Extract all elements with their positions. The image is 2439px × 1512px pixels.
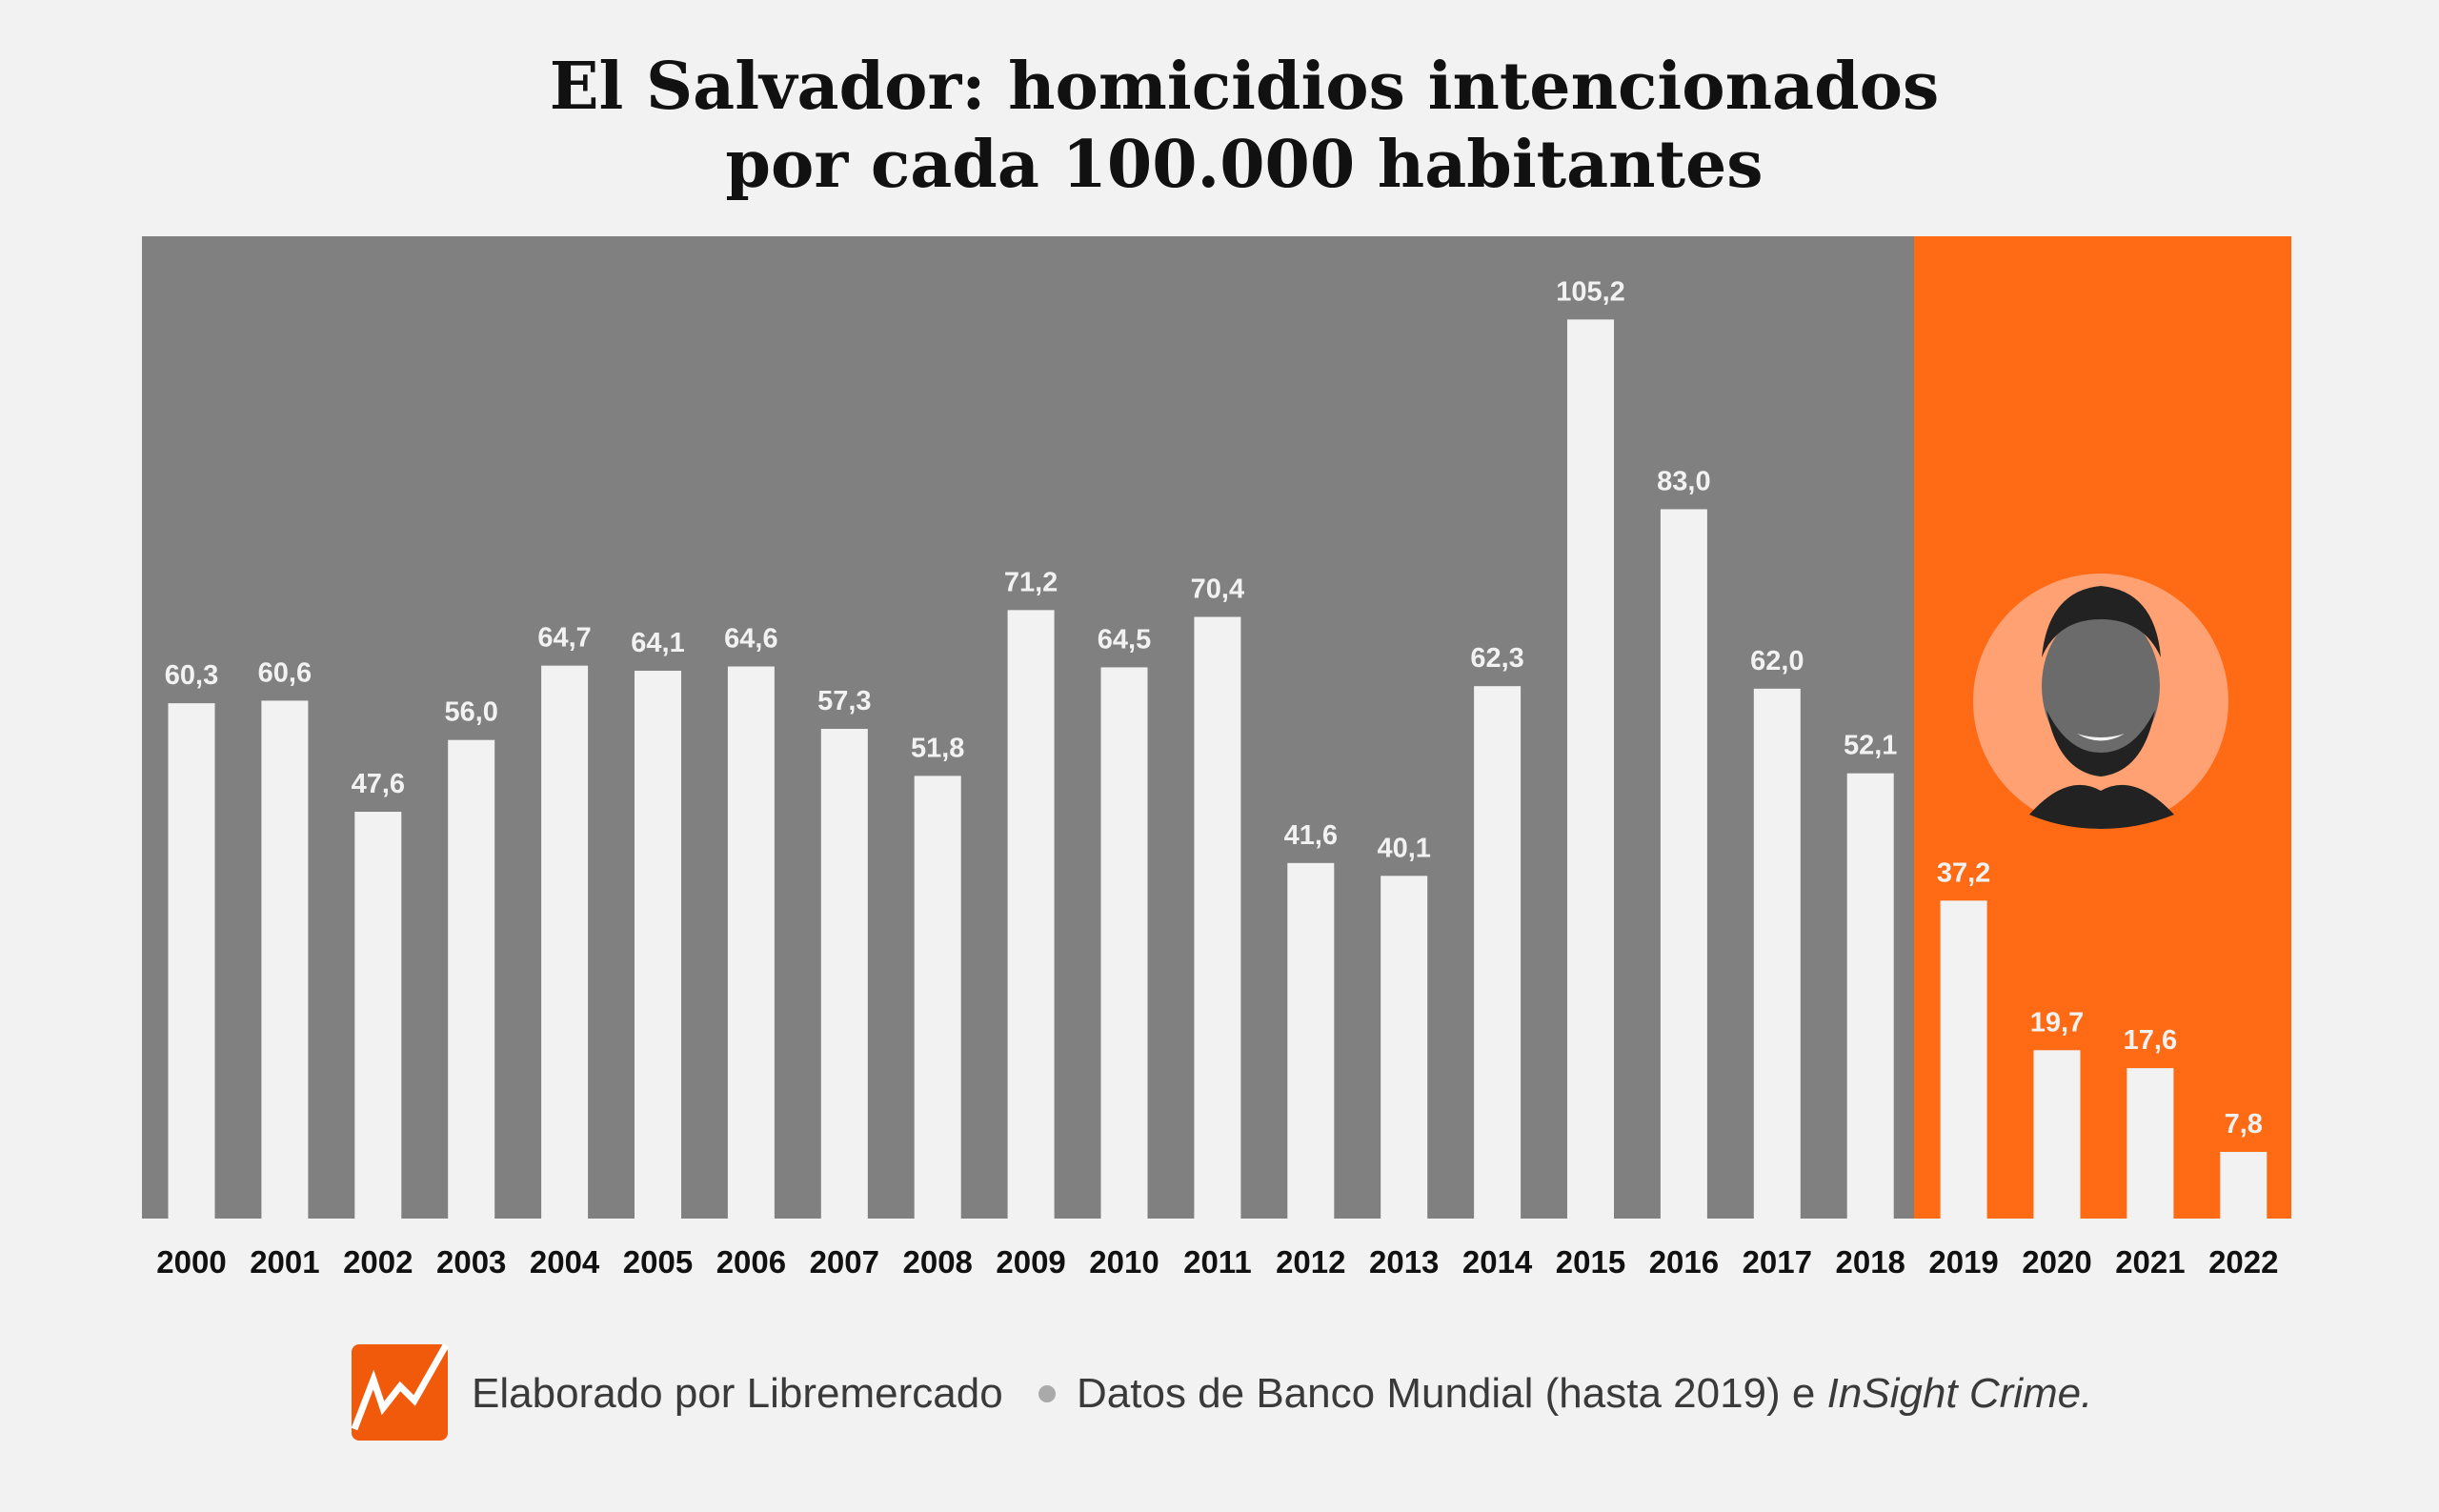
bar-2000	[168, 703, 215, 1219]
bar-2003	[448, 739, 495, 1219]
x-tick-label-2014: 2014	[1462, 1244, 1533, 1280]
svg-text:Datos de Banco Mundial (hasta: Datos de Banco Mundial (hasta 2019) e In…	[1077, 1370, 2092, 1417]
x-tick-label-2010: 2010	[1089, 1244, 1159, 1280]
value-label-2011: 70,4	[1191, 575, 1244, 605]
value-label-2008: 51,8	[911, 733, 964, 763]
x-tick-label-2019: 2019	[1928, 1244, 1998, 1280]
x-tick-label-2004: 2004	[530, 1244, 600, 1280]
x-tick-label-2002: 2002	[343, 1244, 413, 1280]
x-tick-label-2021: 2021	[2115, 1244, 2185, 1280]
x-tick-label-2006: 2006	[716, 1244, 786, 1280]
x-tick-label-2008: 2008	[902, 1244, 972, 1280]
bar-2007	[820, 729, 868, 1219]
portrait	[1973, 574, 2228, 829]
value-label-2012: 41,6	[1284, 820, 1338, 851]
bar-2004	[541, 665, 589, 1219]
x-tick-label-2005: 2005	[623, 1244, 693, 1280]
value-label-2019: 37,2	[1937, 857, 1990, 888]
chart-title-line-1: El Salvador: homicidios intencionados	[550, 49, 1940, 125]
chart-title-line-2: por cada 100.000 habitantes	[725, 127, 1763, 203]
bar-2016	[1660, 509, 1707, 1219]
separator-dot	[1038, 1385, 1056, 1402]
value-label-2010: 64,5	[1098, 624, 1151, 655]
bar-2002	[354, 812, 402, 1219]
logo-zigzag	[351, 1343, 450, 1431]
x-tick-label-2015: 2015	[1556, 1244, 1625, 1280]
bar-2021	[2127, 1068, 2174, 1219]
svg-text:Elaborado por Libremercado: Elaborado por Libremercado	[472, 1370, 1003, 1417]
bar-2015	[1567, 319, 1614, 1220]
value-label-2014: 62,3	[1470, 643, 1523, 674]
footer-source-italic: InSight Crime.	[1827, 1370, 2093, 1417]
value-label-2002: 47,6	[352, 769, 405, 799]
x-tick-label-2017: 2017	[1743, 1244, 1812, 1280]
libremercado-logo-icon	[352, 1344, 448, 1441]
bar-2022	[2220, 1152, 2268, 1219]
value-label-2004: 64,7	[537, 623, 591, 654]
value-label-2020: 19,7	[2030, 1007, 2084, 1038]
value-label-2007: 57,3	[817, 686, 871, 716]
x-tick-label-2018: 2018	[1835, 1244, 1905, 1280]
x-tick-label-2012: 2012	[1276, 1244, 1345, 1280]
bar-2019	[1940, 900, 1987, 1219]
bar-2020	[2033, 1050, 2081, 1219]
x-tick-label-2011: 2011	[1183, 1244, 1252, 1280]
bar-2018	[1846, 773, 1894, 1219]
x-tick-label-2003: 2003	[436, 1244, 506, 1280]
value-label-2000: 60,3	[165, 660, 218, 691]
value-label-2003: 56,0	[444, 697, 497, 728]
value-label-2005: 64,1	[631, 628, 684, 658]
bar-2006	[727, 666, 775, 1219]
value-label-2016: 83,0	[1657, 466, 1710, 496]
x-tick-label-2016: 2016	[1649, 1244, 1719, 1280]
value-label-2006: 64,6	[724, 624, 777, 655]
bar-2013	[1381, 876, 1428, 1219]
bar-2009	[1007, 610, 1055, 1219]
value-label-2009: 71,2	[1004, 567, 1058, 597]
value-label-2022: 7,8	[2225, 1109, 2263, 1139]
bar-2005	[635, 671, 681, 1219]
x-tick-label-2001: 2001	[250, 1244, 319, 1280]
x-tick-label-2009: 2009	[996, 1244, 1065, 1280]
value-label-2018: 52,1	[1844, 731, 1897, 761]
x-tick-label-2013: 2013	[1369, 1244, 1439, 1280]
footer-credit: Elaborado por Libremercado	[472, 1370, 1003, 1417]
bar-2014	[1474, 686, 1522, 1219]
value-label-2021: 17,6	[2124, 1025, 2177, 1056]
value-label-2001: 60,6	[258, 657, 312, 688]
value-label-2015: 105,2	[1556, 276, 1625, 307]
bar-2010	[1100, 667, 1148, 1219]
bar-2001	[261, 700, 309, 1219]
x-tick-label-2000: 2000	[156, 1244, 226, 1280]
value-label-2013: 40,1	[1377, 833, 1430, 863]
x-tick-label-2022: 2022	[2208, 1244, 2278, 1280]
bar-2012	[1287, 862, 1335, 1219]
bar-2011	[1194, 616, 1241, 1219]
bar-2008	[914, 776, 961, 1219]
x-tick-label-2020: 2020	[2022, 1244, 2091, 1280]
x-tick-label-2007: 2007	[810, 1244, 879, 1280]
footer: Elaborado por Libremercado Datos de Banc…	[351, 1343, 2092, 1441]
footer-source: Datos de Banco Mundial (hasta 2019) e	[1077, 1370, 1827, 1417]
bar-2017	[1753, 688, 1801, 1219]
value-label-2017: 62,0	[1750, 646, 1804, 676]
